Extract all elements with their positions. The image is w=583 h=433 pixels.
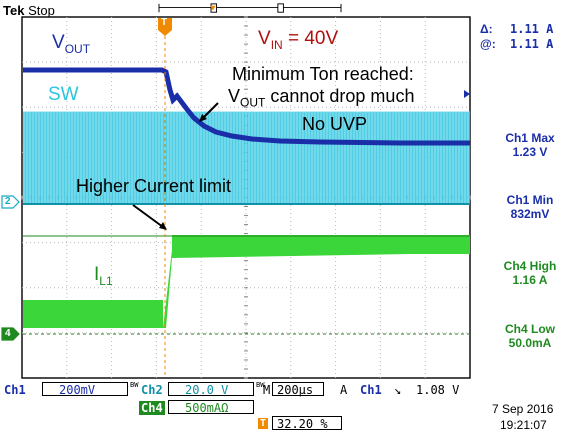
measurement-name: Ch4 Low [505, 322, 555, 336]
measurement-name: Ch4 High [503, 259, 557, 273]
min-ton-line2: VOUT cannot drop much [228, 86, 415, 110]
brand-label: Tek Stop [3, 3, 55, 18]
cursor-at-value: 1.11 A [510, 37, 554, 51]
sw-waveform [23, 111, 470, 205]
measurement-name: Ch1 Max [505, 131, 555, 145]
trigger-marker-label: T [161, 17, 168, 28]
min-ton-line1: Minimum Ton reached: [232, 64, 414, 84]
measurement-ch4-low[interactable]: Ch4 Low 50.0mA [480, 322, 580, 350]
trigger-position[interactable]: 32.20 % [272, 416, 342, 431]
ch4-impedance: Ω [221, 401, 229, 415]
ch2-label[interactable]: Ch2 [141, 383, 163, 397]
ch4-ground-marker [1, 327, 20, 341]
acquisition-time: 19:21:07 [500, 418, 547, 432]
higher-current-label: Higher Current limit [76, 176, 232, 196]
measurement-ch4-high[interactable]: Ch4 High 1.16 A [480, 259, 580, 287]
sw-label: SW [48, 84, 79, 105]
brand-name: Tek [3, 3, 25, 18]
cursor-delta-value: 1.11 A [510, 22, 554, 36]
il1-label: IL1 [94, 264, 113, 288]
ch2-ground-marker [1, 195, 20, 209]
vin-label: VIN = 40V [258, 28, 339, 52]
ch1-scale[interactable]: 200mV [42, 382, 128, 397]
trigger-marker [158, 18, 172, 36]
ch4-marker-label: 4 [5, 328, 11, 339]
measurement-value: 50.0mA [508, 336, 552, 350]
vout-waveform [23, 67, 470, 146]
measurement-value: 832mV [510, 207, 550, 221]
ch2-scale[interactable]: 20.0 V [168, 382, 254, 397]
timebase-label: M [263, 383, 271, 397]
acquisition-mode: A [340, 383, 348, 397]
cursor-at-label: @: [480, 37, 496, 51]
measurement-value: 1.16 A [512, 273, 548, 287]
vout-annotation-arrow [202, 102, 219, 119]
trigger-position-icon: T [258, 418, 269, 429]
ch2-bw-limit: BW [256, 381, 265, 389]
ch2-marker-label: 2 [5, 196, 11, 207]
acquisition-status: Stop [28, 3, 55, 18]
record-position-bar[interactable] [150, 2, 350, 15]
trigger-level-marker [464, 90, 470, 98]
cursor-delta: Δ: [480, 22, 493, 36]
measurement-ch1-min[interactable]: Ch1 Min 832mV [480, 193, 580, 221]
trigger-level[interactable]: 1.08 V [416, 383, 460, 397]
ch1-label[interactable]: Ch1 [4, 383, 26, 397]
current-limit-arrow [132, 204, 164, 228]
no-uvp-label: No UVP [302, 114, 368, 134]
acquisition-date: 7 Sep 2016 [492, 402, 554, 416]
measurement-ch1-max[interactable]: Ch1 Max 1.23 V [480, 131, 580, 159]
vout-label: VOUT [52, 32, 91, 56]
timebase-scale[interactable]: 200µs [272, 382, 324, 397]
measurement-name: Ch1 Min [506, 193, 554, 207]
measurement-value: 1.23 V [512, 145, 548, 159]
trigger-source[interactable]: Ch1 [360, 383, 382, 397]
ch4-scale-value: 500mA [185, 401, 222, 415]
ch4-scale[interactable]: 500mAΩ [168, 400, 254, 415]
ch4-label[interactable]: Ch4 [139, 401, 165, 415]
trigger-slope[interactable]: ↘ [394, 383, 402, 397]
ch1-bw-limit: BW [130, 381, 139, 389]
cursor-delta-label: Δ: [480, 22, 493, 36]
